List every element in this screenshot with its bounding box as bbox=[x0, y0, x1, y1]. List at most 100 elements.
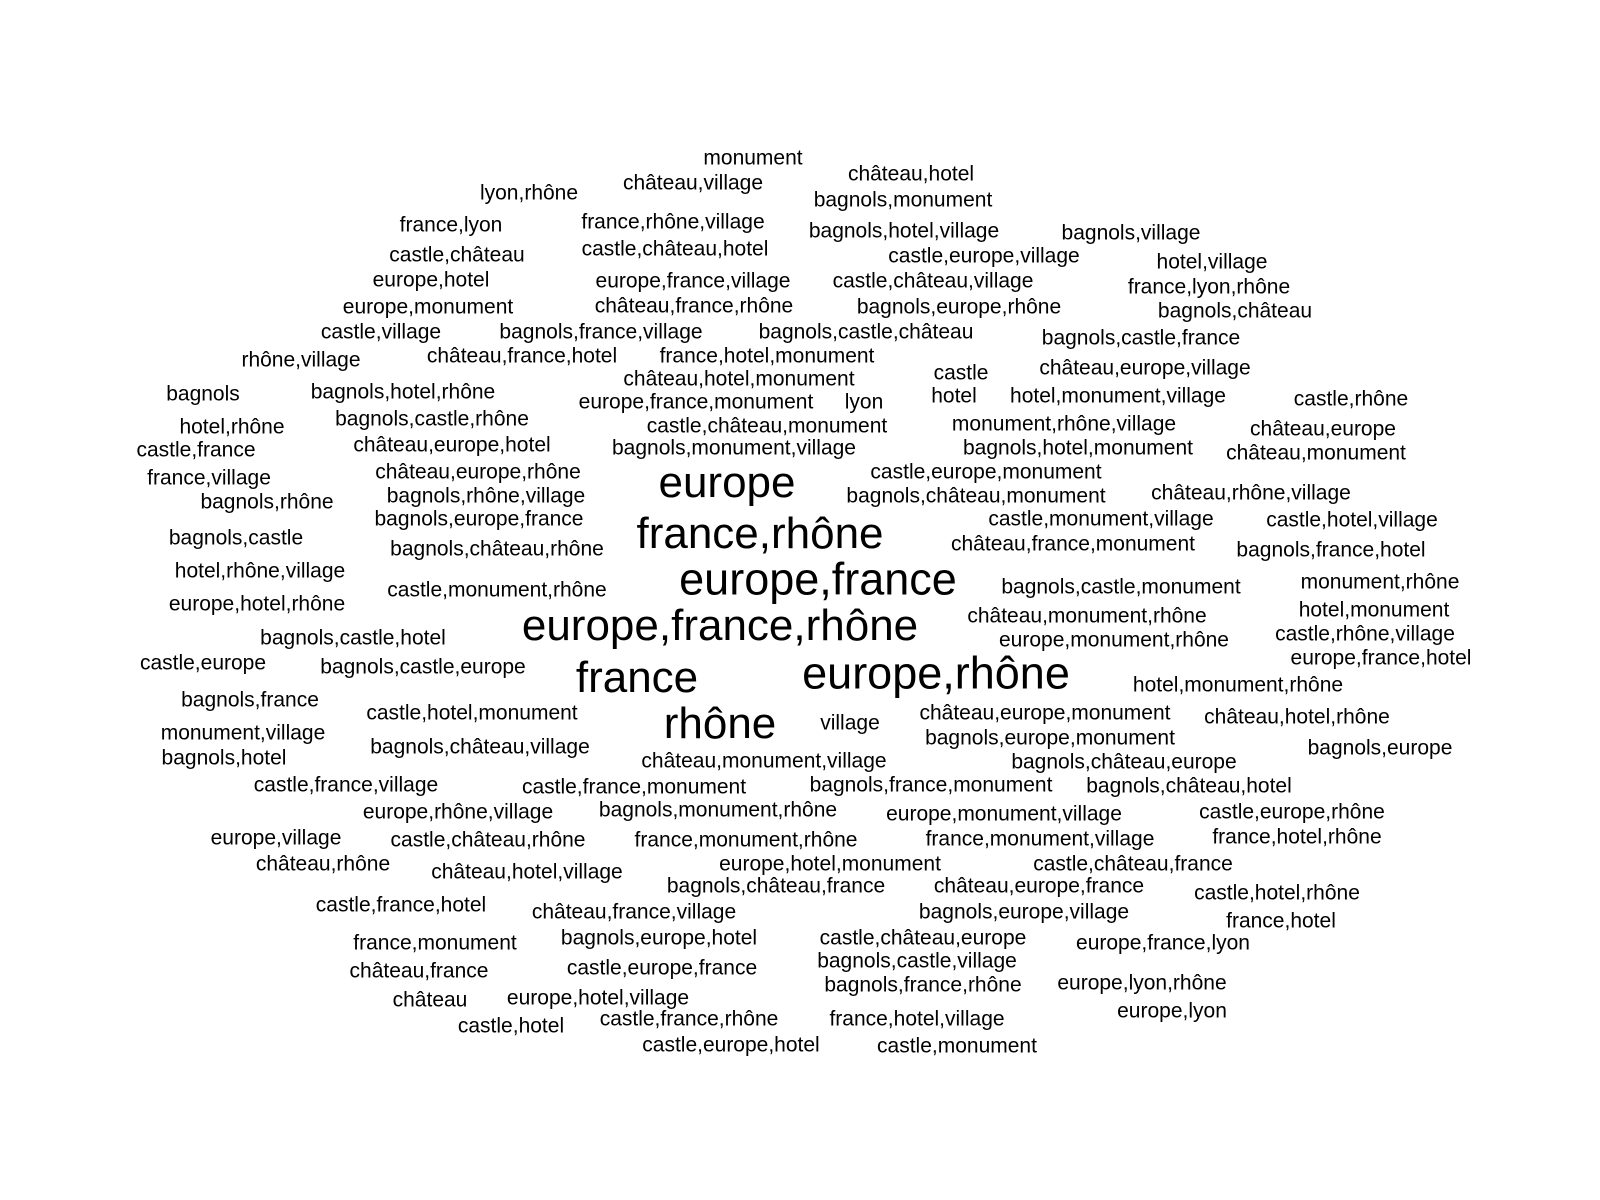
word-bagnols-monument: bagnols,monument bbox=[813, 188, 993, 212]
word-hotel-monument: hotel,monument bbox=[1298, 598, 1450, 622]
word-bagnols-castle: bagnols,castle bbox=[168, 526, 304, 550]
word-bagnols-castle-france: bagnols,castle,france bbox=[1041, 326, 1241, 350]
word-castle-chateau-village: castle,château,village bbox=[832, 269, 1034, 293]
word-france-rhone-village: france,rhône,village bbox=[581, 210, 765, 234]
word-europe-hotel-monument: europe,hotel,monument bbox=[719, 852, 941, 876]
word-castle-europe-hotel: castle,europe,hotel bbox=[642, 1033, 820, 1057]
word-europe-monument-rhone: europe,monument,rhône bbox=[999, 628, 1229, 652]
word-france-monument: france,monument bbox=[353, 931, 517, 955]
word-bagnols-hotel-monument: bagnols,hotel,monument bbox=[963, 436, 1193, 460]
word-castle: castle bbox=[933, 361, 989, 385]
word-bagnols-france: bagnols,france bbox=[181, 688, 319, 712]
word-france-monument-rhone: france,monument,rhône bbox=[634, 828, 858, 852]
word-castle-chateau-monument: castle,château,monument bbox=[646, 414, 888, 438]
word-castle-rhone: castle,rhône bbox=[1293, 387, 1409, 411]
word-chateau-hotel: château,hotel bbox=[847, 162, 975, 186]
word-chateau-europe-hotel: château,europe,hotel bbox=[353, 433, 551, 457]
word-monument-rhone-village: monument,rhône,village bbox=[951, 412, 1177, 436]
word-hotel-rhone: hotel,rhône bbox=[179, 415, 285, 439]
word-village: village bbox=[820, 711, 880, 735]
word-castle-europe-france: castle,europe,france bbox=[566, 956, 758, 980]
word-chateau-europe-france: château,europe,france bbox=[933, 874, 1145, 898]
word-chateau-france-monument: château,france,monument bbox=[951, 532, 1195, 556]
word-castle-france-monument: castle,france,monument bbox=[521, 775, 747, 799]
word-france: france bbox=[575, 653, 699, 702]
word-castle-france: castle,france bbox=[136, 438, 256, 462]
word-monument-village: monument,village bbox=[160, 721, 326, 745]
word-chateau: château bbox=[392, 988, 468, 1012]
word-chateau-monument: château,monument bbox=[1226, 441, 1406, 465]
word-bagnols-chateau-rhone: bagnols,château,rhône bbox=[390, 537, 604, 561]
word-monument: monument bbox=[703, 146, 803, 170]
word-castle-france-hotel: castle,france,hotel bbox=[315, 893, 487, 917]
word-bagnols-rhone-village: bagnols,rhône,village bbox=[386, 484, 586, 508]
word-chateau-europe-village: château,europe,village bbox=[1039, 356, 1251, 380]
word-chateau-rhone-village: château,rhône,village bbox=[1151, 481, 1351, 505]
word-castle-hotel-village: castle,hotel,village bbox=[1266, 508, 1438, 532]
word-castle-rhone-village: castle,rhône,village bbox=[1275, 622, 1455, 646]
word-france-hotel-monument: france,hotel,monument bbox=[659, 344, 875, 368]
word-chateau-europe-monument: château,europe,monument bbox=[919, 701, 1171, 725]
word-bagnols: bagnols bbox=[166, 382, 240, 406]
word-chateau-hotel-rhone: château,hotel,rhône bbox=[1204, 705, 1390, 729]
word-bagnols-hotel: bagnols,hotel bbox=[161, 746, 287, 770]
word-lyon-rhone: lyon,rhône bbox=[479, 181, 579, 205]
word-bagnols-europe-village: bagnols,europe,village bbox=[918, 900, 1130, 924]
word-france-hotel-village: france,hotel,village bbox=[829, 1007, 1005, 1031]
word-castle-monument-village: castle,monument,village bbox=[988, 507, 1214, 531]
word-europe-france: europe,france bbox=[679, 553, 957, 605]
word-bagnols-chateau-france: bagnols,château,france bbox=[666, 874, 886, 898]
word-chateau-europe-rhone: château,europe,rhône bbox=[375, 460, 581, 484]
word-castle-europe-village: castle,europe,village bbox=[888, 244, 1080, 268]
word-bagnols-monument-rhone: bagnols,monument,rhône bbox=[598, 798, 838, 822]
word-france-hotel-rhone: france,hotel,rhône bbox=[1212, 825, 1382, 849]
word-castle-chateau: castle,château bbox=[389, 243, 525, 267]
word-bagnols-monument-village: bagnols,monument,village bbox=[612, 436, 856, 460]
word-europe-hotel-rhone: europe,hotel,rhône bbox=[168, 592, 346, 616]
word-bagnols-castle-monument: bagnols,castle,monument bbox=[1001, 575, 1241, 599]
word-castle-europe-monument: castle,europe,monument bbox=[870, 460, 1102, 484]
word-france-lyon-rhone: france,lyon,rhône bbox=[1127, 275, 1291, 299]
word-europe-village: europe,village bbox=[210, 826, 342, 850]
word-europe-monument: europe,monument bbox=[342, 295, 514, 319]
word-chateau-village: château,village bbox=[622, 171, 764, 195]
word-europe-lyon: europe,lyon bbox=[1117, 999, 1227, 1023]
word-chateau-hotel-village: château,hotel,village bbox=[431, 860, 623, 884]
word-chateau-france-hotel: château,france,hotel bbox=[426, 344, 618, 368]
word-hotel-rhone-village: hotel,rhône,village bbox=[174, 559, 346, 583]
word-castle-chateau-rhone: castle,château,rhône bbox=[390, 828, 586, 852]
word-europe-france-monument: europe,france,monument bbox=[578, 390, 814, 414]
word-europe-hotel: europe,hotel bbox=[372, 268, 490, 292]
word-rhone: rhône bbox=[663, 699, 777, 748]
word-europe-rhone: europe,rhône bbox=[802, 647, 1070, 699]
word-castle-france-rhone: castle,france,rhône bbox=[599, 1007, 779, 1031]
word-bagnols-rhone: bagnols,rhône bbox=[200, 490, 334, 514]
word-hotel-village: hotel,village bbox=[1156, 250, 1268, 274]
word-castle-chateau-france: castle,château,france bbox=[1033, 852, 1233, 876]
word-bagnols-europe-monument: bagnols,europe,monument bbox=[925, 726, 1175, 750]
word-france-hotel: france,hotel bbox=[1226, 909, 1336, 933]
word-europe-france-rhone: europe,france,rhône bbox=[521, 601, 919, 650]
word-bagnols-hotel-village: bagnols,hotel,village bbox=[808, 219, 1000, 243]
word-castle-europe: castle,europe bbox=[139, 651, 267, 675]
word-bagnols-france-hotel: bagnols,france,hotel bbox=[1236, 538, 1426, 562]
word-france-village: france,village bbox=[147, 466, 271, 490]
word-lyon: lyon bbox=[844, 390, 884, 414]
word-bagnols-hotel-rhone: bagnols,hotel,rhône bbox=[310, 380, 496, 404]
word-rhone-village: rhône,village bbox=[241, 348, 361, 372]
word-bagnols-europe-rhone: bagnols,europe,rhône bbox=[856, 295, 1062, 319]
word-chateau-france: château,france bbox=[349, 959, 489, 983]
word-europe-monument-village: europe,monument,village bbox=[886, 802, 1122, 826]
word-castle-hotel-monument: castle,hotel,monument bbox=[366, 701, 578, 725]
word-bagnols-castle-hotel: bagnols,castle,hotel bbox=[260, 626, 446, 650]
word-bagnols-castle-rhone: bagnols,castle,rhône bbox=[335, 407, 529, 431]
word-bagnols-chateau-hotel: bagnols,château,hotel bbox=[1086, 774, 1292, 798]
word-bagnols-village: bagnols,village bbox=[1061, 221, 1201, 245]
word-chateau-monument-village: château,monument,village bbox=[641, 749, 887, 773]
word-chateau-france-rhone: château,france,rhône bbox=[594, 294, 794, 318]
word-chateau-monument-rhone: château,monument,rhône bbox=[967, 604, 1207, 628]
word-castle-monument-rhone: castle,monument,rhône bbox=[387, 578, 607, 602]
word-bagnols-chateau-europe: bagnols,château,europe bbox=[1011, 750, 1237, 774]
word-france-monument-village: france,monument,village bbox=[925, 827, 1155, 851]
word-bagnols-chateau: bagnols,château bbox=[1157, 299, 1313, 323]
